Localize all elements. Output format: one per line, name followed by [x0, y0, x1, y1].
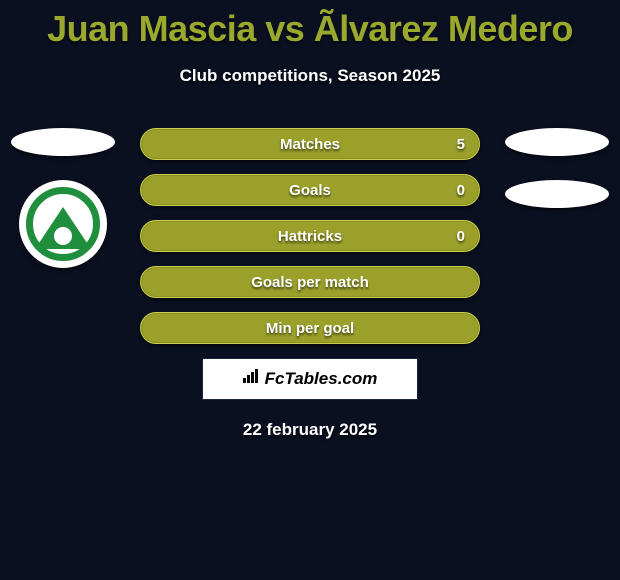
player-right-photo-placeholder — [505, 128, 609, 156]
stat-label: Goals — [141, 175, 479, 205]
stat-label: Matches — [141, 129, 479, 159]
stat-right-value: 0 — [457, 221, 465, 251]
player-left-photo-placeholder — [11, 128, 115, 156]
stat-row-matches: Matches 5 — [140, 128, 480, 160]
subtitle: Club competitions, Season 2025 — [0, 66, 620, 86]
stat-row-hattricks: Hattricks 0 — [140, 220, 480, 252]
stat-row-goals-per-match: Goals per match — [140, 266, 480, 298]
comparison-panel: Matches 5 Goals 0 Hattricks 0 Goals per … — [0, 128, 620, 440]
club-badge-right-placeholder — [505, 180, 609, 208]
stats-bars: Matches 5 Goals 0 Hattricks 0 Goals per … — [140, 128, 480, 344]
stat-right-value: 5 — [457, 129, 465, 159]
stat-row-min-per-goal: Min per goal — [140, 312, 480, 344]
club-badge-left — [19, 180, 107, 268]
site-logo-text: FcTables.com — [265, 369, 378, 389]
stat-label: Min per goal — [141, 313, 479, 343]
stat-right-value: 0 — [457, 175, 465, 205]
site-logo: FcTables.com — [202, 358, 418, 400]
page-title: Juan Mascia vs Ãlvarez Medero — [0, 0, 620, 50]
stat-label: Hattricks — [141, 221, 479, 251]
player-right-column — [502, 128, 612, 232]
stat-row-goals: Goals 0 — [140, 174, 480, 206]
stat-label: Goals per match — [141, 267, 479, 297]
player-left-column — [8, 128, 118, 268]
bar-chart-icon — [243, 369, 261, 388]
date-text: 22 february 2025 — [0, 420, 620, 440]
